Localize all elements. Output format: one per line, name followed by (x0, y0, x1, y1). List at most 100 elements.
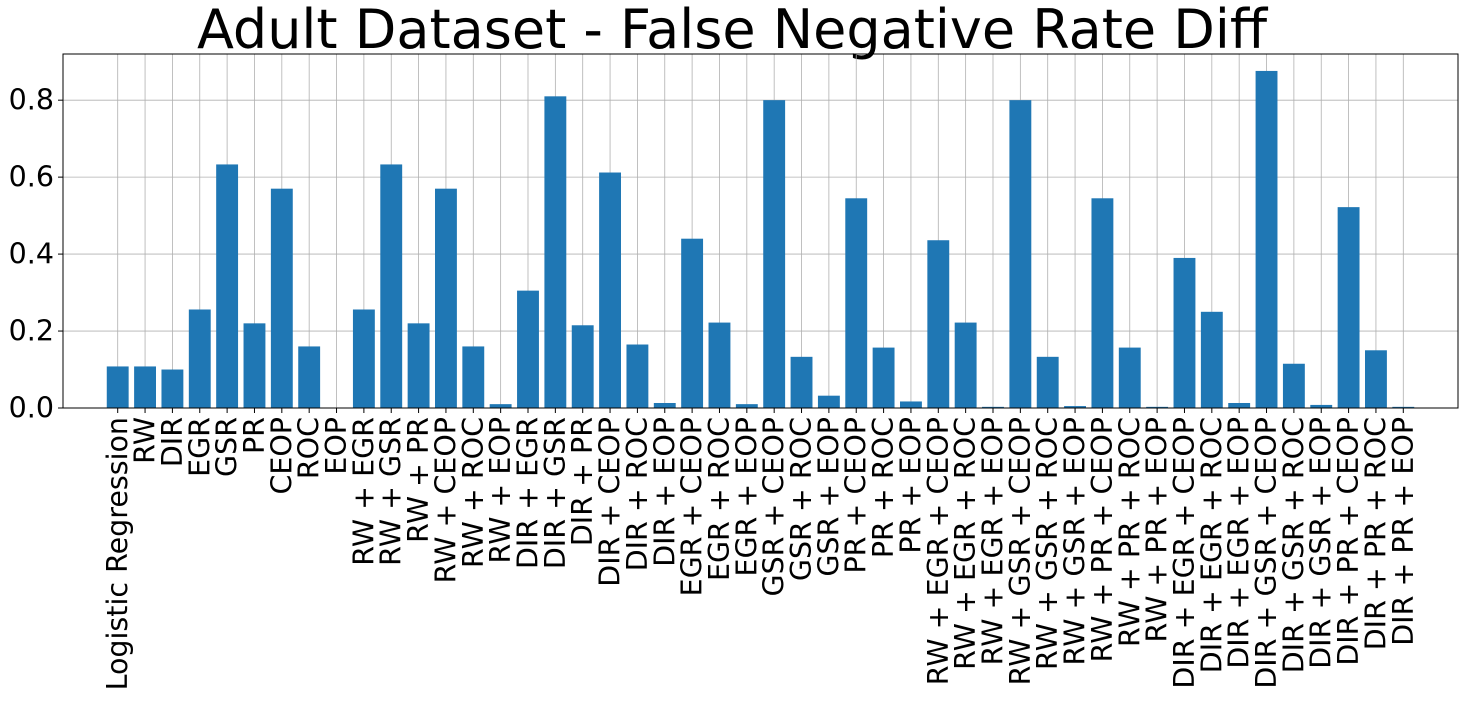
x-tick-label: RW + GSR (375, 417, 408, 566)
y-tick-label: 0.0 (9, 392, 54, 425)
bar (1282, 363, 1305, 408)
x-tick-label: DIR + EGR + ROC (1195, 417, 1228, 673)
x-tick-label: PR + ROC (867, 417, 900, 558)
x-tick-label: DIR + PR (566, 417, 599, 546)
x-tick-label: DIR + EOP (648, 417, 681, 567)
x-tick-label: PR + EOP (894, 417, 927, 554)
x-tick-label: DIR + GSR + EOP (1305, 417, 1338, 669)
bar (243, 323, 266, 408)
bar (681, 238, 704, 408)
bar (270, 188, 293, 408)
x-tick-label: ROC (293, 417, 326, 479)
bar (626, 344, 649, 408)
x-tick-label: EGR + ROC (703, 417, 736, 581)
x-tick-label: GSR + ROC (785, 417, 818, 581)
x-tick-label: RW + EGR + ROC (949, 417, 982, 670)
x-tick-label: RW + EOP (484, 417, 517, 563)
bar (1200, 311, 1223, 408)
bar (1310, 404, 1333, 408)
x-tick-label: EGR (183, 417, 216, 477)
bar (954, 322, 977, 408)
x-tick-label: EOP (320, 417, 353, 475)
x-tick-label: DIR + GSR + CEOP (1250, 417, 1283, 689)
y-tick-label: 0.8 (9, 84, 54, 117)
bar (1118, 347, 1141, 408)
x-tick-label: RW + PR + CEOP (1086, 417, 1119, 662)
x-tick-label: DIR + ROC (621, 417, 654, 571)
x-tick-label: RW + EGR (347, 417, 380, 566)
x-tick-label: EGR + EOP (730, 417, 763, 577)
y-tick-label: 0.6 (9, 161, 54, 194)
x-tick-label: EGR + CEOP (676, 417, 709, 596)
bar (1009, 100, 1032, 408)
x-tick-label: DIR + GSR + ROC (1277, 417, 1310, 673)
x-tick-label: Logistic Regression (101, 417, 134, 690)
bar (106, 366, 129, 408)
bar (1392, 406, 1415, 408)
x-tick-label: DIR + PR + ROC (1359, 417, 1392, 650)
x-tick-label: GSR + EOP (812, 417, 845, 577)
bar (927, 240, 950, 408)
x-tick-label: RW + GSR + CEOP (1004, 417, 1037, 685)
x-tick-label: DIR + PR + EOP (1387, 417, 1420, 646)
bar (900, 401, 922, 408)
x-tick-label: CEOP (265, 417, 298, 495)
x-tick-label: DIR (156, 417, 189, 467)
x-tick-label: RW (129, 417, 162, 464)
bar (517, 290, 539, 408)
x-tick-label: GSR (211, 417, 244, 477)
x-tick-label: DIR + EGR (512, 417, 545, 569)
bar (407, 323, 430, 408)
bar (298, 346, 321, 408)
bar (1228, 402, 1251, 408)
bar (735, 404, 758, 408)
x-tick-label: DIR + EGR + EOP (1223, 417, 1256, 669)
bar (544, 96, 567, 409)
bar (845, 198, 868, 408)
bar (1365, 350, 1387, 408)
bar (1064, 406, 1086, 408)
bar (571, 325, 594, 408)
bar (352, 309, 375, 408)
bar (1255, 70, 1278, 409)
x-tick-label: DIR + EGR + CEOP (1168, 417, 1201, 689)
bar (462, 346, 485, 408)
x-tick-label: RW + PR (402, 417, 435, 543)
bar (599, 172, 621, 408)
x-tick-label: RW + PR + EOP (1141, 417, 1174, 642)
bar (1036, 356, 1059, 408)
bar (435, 188, 457, 408)
x-tick-label: RW + PR + ROC (1113, 417, 1146, 647)
bar (216, 164, 239, 408)
bar (161, 369, 184, 408)
x-tick-label: DIR + CEOP (594, 417, 627, 587)
bar (380, 164, 403, 408)
y-tick-label: 0.4 (9, 238, 54, 271)
x-tick-label: DIR + GSR (539, 417, 572, 569)
bar (817, 395, 840, 408)
bar (188, 309, 211, 408)
x-tick-label: RW + GSR + EOP (1059, 417, 1092, 665)
bar (134, 366, 156, 408)
bar (982, 406, 1004, 408)
x-tick-label: PR + CEOP (840, 417, 873, 574)
bar (1173, 257, 1196, 408)
x-tick-label: DIR + PR + CEOP (1332, 417, 1365, 666)
bar (653, 402, 676, 408)
bar (872, 347, 895, 408)
bar (1091, 198, 1114, 408)
x-tick-label: RW + EGR + CEOP (922, 417, 955, 685)
bar (708, 322, 731, 408)
x-tick-label: GSR + CEOP (758, 417, 791, 597)
chart-title: Adult Dataset - False Negative Rate Diff (196, 0, 1268, 61)
bars (106, 70, 1415, 409)
y-tick-label: 0.2 (9, 315, 54, 348)
x-tick-label: RW + GSR + ROC (1031, 417, 1064, 670)
x-tick-label: RW + CEOP (429, 417, 462, 583)
bar (790, 356, 813, 408)
x-axis: Logistic RegressionRWDIREGRGSRPRCEOPROCE… (101, 408, 1420, 690)
plot-frame (62, 53, 1459, 409)
x-tick-label: RW + ROC (457, 417, 490, 568)
y-axis: 0.0 0.2 0.4 0.6 0.8 (9, 84, 63, 425)
